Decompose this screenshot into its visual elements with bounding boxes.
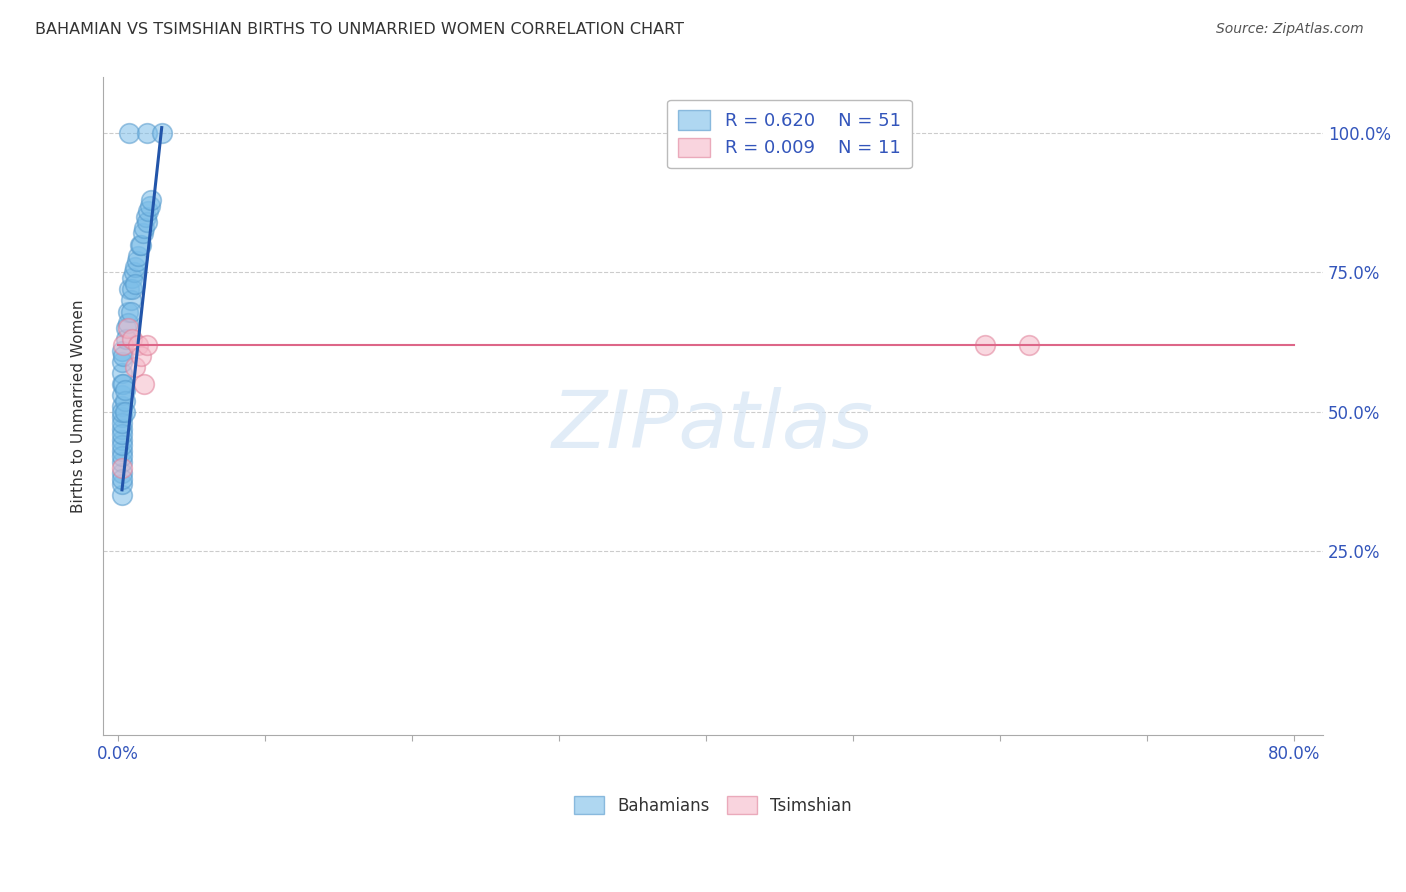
Point (111, 443, 134, 458)
Y-axis label: Births to Unmarried Women: Births to Unmarried Women (72, 300, 86, 513)
Point (1018, 338, 1040, 352)
Point (135, 210, 157, 224)
Point (115, 332, 138, 346)
Text: Source: ZipAtlas.com: Source: ZipAtlas.com (1216, 22, 1364, 37)
Point (138, 204, 160, 219)
Point (111, 399, 134, 413)
Point (111, 388, 134, 402)
Point (121, 282, 143, 296)
Point (150, 126, 173, 140)
Point (124, 260, 146, 274)
Text: ZIPatlas: ZIPatlas (553, 387, 875, 465)
Point (112, 338, 135, 352)
Point (127, 338, 149, 352)
Point (129, 237, 152, 252)
Point (111, 438, 134, 452)
Point (111, 366, 134, 380)
Point (122, 265, 145, 279)
Point (136, 215, 159, 229)
Point (120, 304, 142, 318)
Point (111, 427, 134, 442)
Point (111, 410, 134, 425)
Point (111, 488, 134, 502)
Point (111, 343, 134, 358)
Point (111, 477, 134, 491)
Point (111, 472, 134, 486)
Point (124, 277, 146, 291)
Point (111, 460, 134, 475)
Point (125, 254, 148, 268)
Point (132, 376, 155, 391)
Point (111, 450, 134, 464)
Point (118, 126, 141, 140)
Point (974, 338, 997, 352)
Point (124, 360, 146, 375)
Point (112, 349, 135, 363)
Point (118, 282, 141, 296)
Point (111, 455, 134, 469)
Point (111, 354, 134, 368)
Point (114, 393, 136, 408)
Point (117, 304, 139, 318)
Point (141, 193, 163, 207)
Point (136, 126, 159, 140)
Point (121, 271, 143, 285)
Point (111, 416, 134, 430)
Point (117, 316, 139, 330)
Point (111, 421, 134, 435)
Point (117, 321, 139, 335)
Point (115, 321, 138, 335)
Point (111, 405, 134, 419)
Point (121, 332, 143, 346)
Point (131, 227, 153, 241)
Point (112, 376, 135, 391)
Point (139, 199, 162, 213)
Point (127, 249, 149, 263)
Text: BAHAMIAN VS TSIMSHIAN BIRTHS TO UNMARRIED WOMEN CORRELATION CHART: BAHAMIAN VS TSIMSHIAN BIRTHS TO UNMARRIE… (35, 22, 685, 37)
Point (111, 376, 134, 391)
Point (114, 383, 136, 397)
Point (120, 293, 142, 308)
Legend: Bahamians, Tsimshian: Bahamians, Tsimshian (568, 789, 858, 822)
Point (128, 237, 150, 252)
Point (136, 338, 159, 352)
Point (111, 433, 134, 447)
Point (114, 405, 136, 419)
Point (132, 221, 155, 235)
Point (129, 349, 152, 363)
Point (111, 466, 134, 480)
